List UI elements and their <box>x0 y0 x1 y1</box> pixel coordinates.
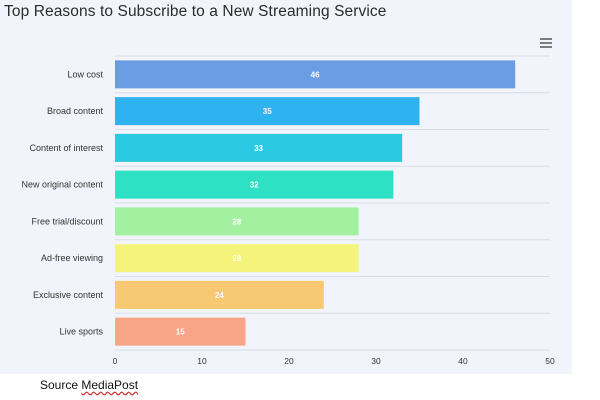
bar-value-label: 28 <box>232 254 241 263</box>
bar-value-label: 33 <box>254 144 263 153</box>
bar-free-trial-discount[interactable] <box>115 207 359 236</box>
hamburger-menu-icon[interactable] <box>540 38 552 49</box>
source-note: Source MediaPost <box>40 378 138 392</box>
x-tick-label: 0 <box>113 356 118 366</box>
bar-ad-free-viewing[interactable] <box>115 244 359 273</box>
bar-low-cost[interactable] <box>115 60 516 89</box>
chart-panel: Top Reasons to Subscribe to a New Stream… <box>0 0 572 374</box>
category-label: Exclusive content <box>33 290 104 300</box>
bar-value-label: 28 <box>232 217 241 226</box>
bar-value-label: 46 <box>311 70 320 79</box>
category-label: Ad-free viewing <box>41 253 103 263</box>
x-tick-label: 30 <box>371 356 381 366</box>
bar-value-label: 15 <box>176 328 185 337</box>
bar-live-sports[interactable] <box>115 317 246 346</box>
chart-title: Top Reasons to Subscribe to a New Stream… <box>4 3 387 20</box>
bar-value-label: 35 <box>263 107 272 116</box>
x-tick-label: 10 <box>197 356 207 366</box>
category-label: Content of interest <box>29 143 103 153</box>
source-prefix: Source <box>40 378 82 392</box>
bar-chart: 0 10 20 30 40 50 Low cost 46 Broad content 35 Cont… <box>21 55 555 366</box>
bar-value-label: 24 <box>215 291 224 300</box>
x-tick-label: 50 <box>545 356 555 366</box>
x-tick-label: 20 <box>284 356 294 366</box>
category-label: Low cost <box>67 69 103 79</box>
bar-content-of-interest[interactable] <box>115 133 403 162</box>
bar-value-label: 32 <box>250 181 259 190</box>
category-label: Live sports <box>59 327 103 337</box>
category-label: New original content <box>21 180 103 190</box>
x-tick-label: 40 <box>458 356 468 366</box>
bar-new-original-content[interactable] <box>115 170 394 199</box>
category-label: Broad content <box>47 106 104 116</box>
bar-broad-content[interactable] <box>115 97 420 126</box>
category-label: Free trial/discount <box>31 216 103 226</box>
source-name: MediaPost <box>81 378 139 392</box>
bar-exclusive-content[interactable] <box>115 280 324 309</box>
